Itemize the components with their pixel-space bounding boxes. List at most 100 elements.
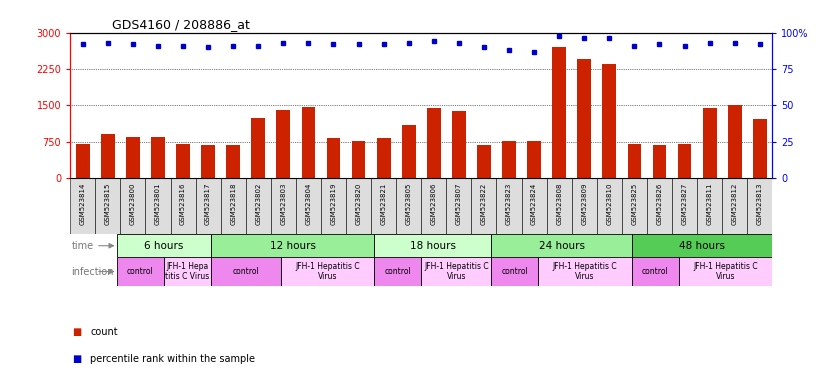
Text: GSM523817: GSM523817 [205, 182, 211, 225]
Bar [145, 178, 170, 234]
Text: GSM523804: GSM523804 [306, 182, 311, 225]
Text: GSM523802: GSM523802 [255, 182, 261, 225]
Bar [452, 111, 466, 178]
Text: time: time [71, 241, 93, 251]
Text: ■: ■ [72, 354, 81, 364]
Text: GSM523812: GSM523812 [732, 182, 738, 225]
Bar [352, 141, 365, 178]
Text: JFH-1 Hepatitis C
Virus: JFH-1 Hepatitis C Virus [424, 262, 489, 281]
Bar [491, 234, 632, 257]
Text: GSM523820: GSM523820 [355, 182, 362, 225]
Text: 12 hours: 12 hours [269, 241, 316, 251]
Bar [748, 178, 772, 234]
Bar [246, 178, 271, 234]
Bar [547, 178, 572, 234]
Text: GSM523818: GSM523818 [230, 182, 236, 225]
Bar [602, 64, 616, 178]
Text: GSM523810: GSM523810 [606, 182, 612, 225]
Bar [126, 137, 140, 178]
Bar [521, 178, 547, 234]
Bar [421, 178, 446, 234]
Bar [196, 178, 221, 234]
Bar [346, 178, 371, 234]
Bar [326, 138, 340, 178]
Text: GSM523823: GSM523823 [506, 182, 512, 225]
Bar [117, 234, 211, 257]
Text: control: control [232, 267, 259, 276]
Bar [151, 137, 165, 178]
Text: 18 hours: 18 hours [410, 241, 456, 251]
Bar [647, 178, 672, 234]
Bar [477, 144, 491, 178]
Text: 48 hours: 48 hours [679, 241, 725, 251]
Bar [377, 138, 391, 178]
Text: GSM523805: GSM523805 [406, 182, 411, 225]
Bar [703, 108, 716, 178]
Bar [211, 257, 281, 286]
Text: GSM523819: GSM523819 [330, 182, 336, 225]
Bar [226, 146, 240, 178]
Text: count: count [90, 327, 117, 337]
Bar [421, 257, 491, 286]
Bar [427, 108, 441, 178]
Text: GSM523825: GSM523825 [631, 182, 638, 225]
Bar [752, 119, 767, 178]
Bar [202, 146, 215, 178]
Bar [70, 178, 95, 234]
Bar [677, 144, 691, 178]
Text: GSM523816: GSM523816 [180, 182, 186, 225]
Bar [374, 257, 421, 286]
Text: GSM523808: GSM523808 [556, 182, 563, 225]
Bar [628, 144, 641, 178]
Text: control: control [501, 267, 529, 276]
Text: GSM523822: GSM523822 [481, 182, 487, 225]
Bar [211, 234, 374, 257]
Bar [301, 107, 316, 178]
Text: control: control [642, 267, 669, 276]
Text: JFH-1 Hepa
titis C Virus: JFH-1 Hepa titis C Virus [165, 262, 209, 281]
Bar [472, 178, 496, 234]
Text: JFH-1 Hepatitis C
Virus: JFH-1 Hepatitis C Virus [296, 262, 360, 281]
Bar [491, 257, 539, 286]
Bar [496, 178, 521, 234]
Text: GSM523826: GSM523826 [657, 182, 662, 225]
Bar [653, 146, 667, 178]
Bar [597, 178, 622, 234]
Bar [502, 141, 516, 178]
Text: GSM523821: GSM523821 [381, 182, 387, 225]
Text: GSM523827: GSM523827 [681, 182, 687, 225]
Bar [527, 141, 541, 178]
Bar [679, 257, 772, 286]
Bar [170, 178, 196, 234]
Text: percentile rank within the sample: percentile rank within the sample [90, 354, 255, 364]
Bar [672, 178, 697, 234]
Text: GSM523803: GSM523803 [280, 182, 287, 225]
Bar [95, 178, 121, 234]
Bar [277, 110, 290, 178]
Bar [401, 125, 415, 178]
Bar [539, 257, 632, 286]
Text: GSM523806: GSM523806 [431, 182, 437, 225]
Text: GSM523800: GSM523800 [130, 182, 136, 225]
Text: 6 hours: 6 hours [144, 241, 183, 251]
Bar [221, 178, 246, 234]
Bar [632, 257, 679, 286]
Text: JFH-1 Hepatitis C
Virus: JFH-1 Hepatitis C Virus [553, 262, 617, 281]
Text: GSM523824: GSM523824 [531, 182, 537, 225]
Bar [396, 178, 421, 234]
Bar [632, 234, 772, 257]
Bar [321, 178, 346, 234]
Bar [577, 59, 591, 178]
Bar [553, 47, 566, 178]
Bar [164, 257, 211, 286]
Text: infection: infection [71, 266, 114, 276]
Bar [446, 178, 472, 234]
Bar [296, 178, 321, 234]
Text: 24 hours: 24 hours [539, 241, 585, 251]
Bar [622, 178, 647, 234]
Text: GSM523811: GSM523811 [706, 182, 713, 225]
Text: control: control [127, 267, 154, 276]
Text: ■: ■ [72, 327, 81, 337]
Bar [281, 257, 374, 286]
Text: GSM523815: GSM523815 [105, 182, 111, 225]
